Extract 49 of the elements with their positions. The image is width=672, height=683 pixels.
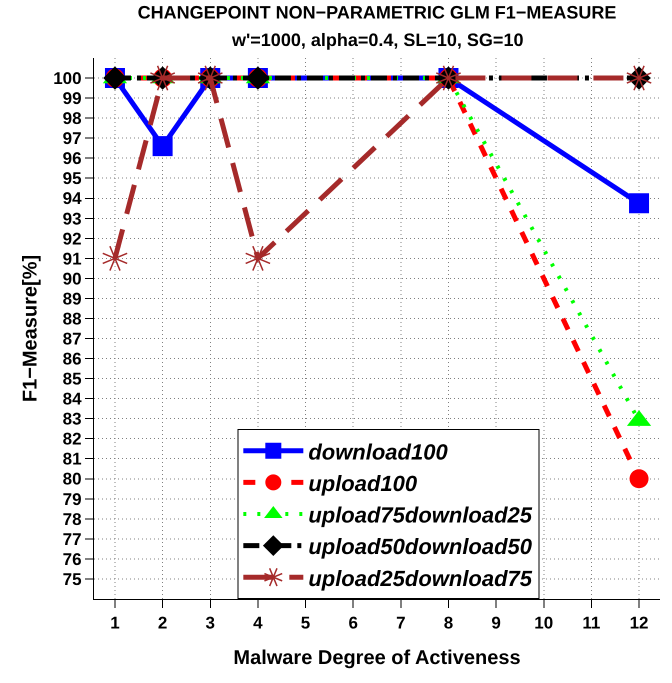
y-tick-label: 82 <box>62 430 82 449</box>
y-tick-label: 89 <box>62 289 82 308</box>
x-tick-label: 1 <box>110 613 120 632</box>
y-tick-label: 81 <box>62 450 82 469</box>
y-tick-label: 80 <box>62 470 82 489</box>
x-tick-label: 6 <box>348 613 358 632</box>
legend-label: upload25download75 <box>308 566 533 591</box>
point <box>152 136 173 156</box>
y-tick-label: 83 <box>62 410 82 429</box>
y-tick-label: 84 <box>62 390 82 409</box>
x-axis-title: Malware Degree of Activeness <box>233 646 521 669</box>
y-tick-label: 96 <box>62 149 82 168</box>
legend-label: upload100 <box>308 470 418 496</box>
y-tick-label: 97 <box>62 129 82 148</box>
x-tick-label: 8 <box>444 613 454 632</box>
y-tick-label: 79 <box>62 490 82 509</box>
y-tick-label: 95 <box>62 169 82 188</box>
y-tick-label: 78 <box>62 510 82 529</box>
y-tick-label: 94 <box>62 189 82 208</box>
y-tick-label: 100 <box>53 68 82 88</box>
y-tick-label: 88 <box>62 309 82 328</box>
y-tick-label: 76 <box>62 550 82 569</box>
legend-label: upload75download25 <box>308 502 533 528</box>
y-tick-label: 77 <box>62 530 82 549</box>
legend-label: upload50download50 <box>308 534 533 560</box>
x-tick-label: 7 <box>396 613 406 632</box>
y-tick-label: 87 <box>62 329 82 348</box>
y-tick-label: 92 <box>62 229 82 248</box>
x-tick-label: 10 <box>534 613 554 632</box>
y-tick-label: 91 <box>62 249 82 268</box>
chart-subtitle: w'=1000, alpha=0.4, SL=10, SG=10 <box>231 30 524 50</box>
y-axis-title: F1−Measure[%] <box>20 254 42 402</box>
y-tick-label: 99 <box>62 89 82 108</box>
x-tick-label: 4 <box>253 613 264 632</box>
x-tick-label: 3 <box>206 613 215 632</box>
x-tick-label: 12 <box>630 613 648 632</box>
legend-label: download100 <box>308 439 448 464</box>
y-tick-label: 75 <box>62 570 82 589</box>
y-tick-label: 93 <box>62 209 82 228</box>
y-tick-label: 85 <box>62 370 82 389</box>
chart-title: CHANGEPOINT NON−PARAMETRIC GLM F1−MEASURE <box>138 2 616 23</box>
point <box>629 193 650 214</box>
y-tick-label: 86 <box>62 350 82 369</box>
x-tick-label: 2 <box>158 613 168 632</box>
y-tick-label: 90 <box>62 269 82 288</box>
y-tick-label: 98 <box>62 109 82 128</box>
x-tick-label: 9 <box>491 613 501 632</box>
x-tick-label: 5 <box>300 613 310 632</box>
x-tick-label: 11 <box>582 613 600 632</box>
